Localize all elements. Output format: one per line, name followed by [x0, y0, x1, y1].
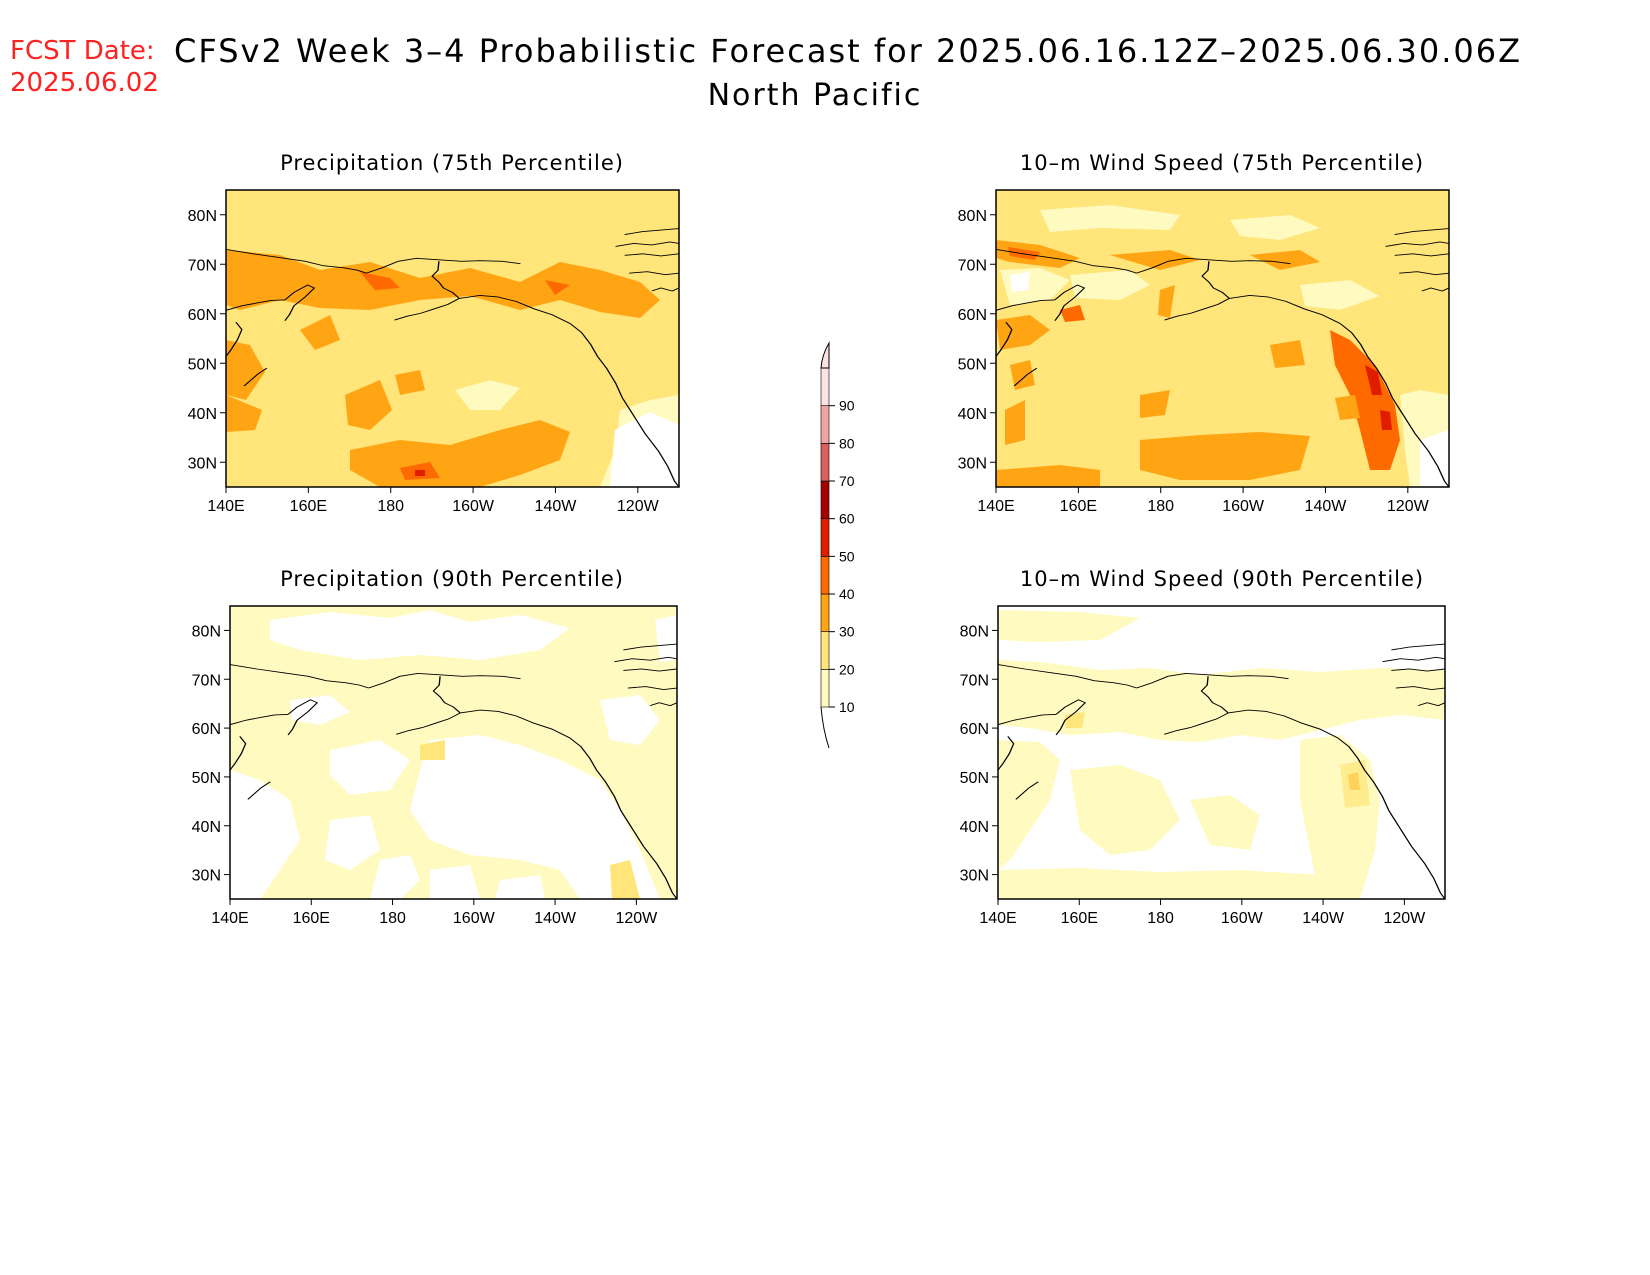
lon-label: 140E: [207, 498, 244, 515]
colorbar-label: 30: [839, 624, 855, 640]
colorbar-label: 40: [839, 586, 855, 602]
colorbar-label: 10: [839, 699, 855, 715]
colorbar-swatch: [820, 443, 830, 482]
lat-label: 80N: [958, 208, 987, 225]
lon-label: 160W: [453, 910, 496, 927]
colorbar-swatch: [820, 367, 830, 406]
lon-label: 140W: [1305, 498, 1348, 515]
lat-label: 30N: [192, 868, 221, 885]
lat-label: 80N: [192, 623, 221, 640]
lat-label: 60N: [960, 721, 989, 738]
lat-label: 80N: [960, 623, 989, 640]
lon-label: 120W: [1383, 910, 1426, 927]
lon-label: 140E: [979, 910, 1016, 927]
lon-label: 140W: [534, 910, 577, 927]
wind75-field: [996, 190, 1449, 487]
panel-wind-75: 10–m Wind Speed (75th Percentile): [995, 151, 1450, 488]
lon-label: 160W: [1222, 498, 1265, 515]
lat-label: 70N: [192, 672, 221, 689]
colorbar-label: 50: [839, 548, 855, 564]
panel-title: 10–m Wind Speed (90th Percentile): [1020, 567, 1424, 591]
lat-label: 50N: [960, 770, 989, 787]
colorbar-swatch: [820, 593, 830, 632]
colorbar-swatch: [820, 480, 830, 519]
lat-label: 80N: [188, 208, 217, 225]
lon-label: 160E: [290, 498, 327, 515]
lon-label: 160W: [452, 498, 495, 515]
colorbar-top-arrow: [820, 341, 830, 369]
lon-label: 180: [1147, 910, 1174, 927]
panel-title: 10–m Wind Speed (75th Percentile): [1020, 151, 1424, 175]
colorbar-swatches: [820, 367, 830, 708]
lon-label: 160E: [1061, 910, 1098, 927]
lon-label: 180: [377, 498, 404, 515]
lat-label: 60N: [192, 721, 221, 738]
panel-title: Precipitation (75th Percentile): [280, 151, 624, 175]
lon-label: 160E: [293, 910, 330, 927]
colorbar-label: 80: [839, 435, 855, 451]
precip90-field: [230, 606, 677, 899]
lat-label: 40N: [958, 406, 987, 423]
panel-precip-90: Precipitation (90th Percentile): [229, 567, 678, 900]
lat-label: 60N: [958, 307, 987, 324]
lat-label: 30N: [960, 868, 989, 885]
forecast-date-label: FCST Date:: [10, 36, 155, 66]
lat-label: 70N: [960, 672, 989, 689]
colorbar-bottom-arrow: [820, 706, 830, 749]
lon-label: 140W: [1302, 910, 1345, 927]
lat-label: 50N: [188, 356, 217, 373]
colorbar: 10 20 30 40 50 60 70 80 90: [820, 341, 855, 749]
lon-label: 160E: [1060, 498, 1097, 515]
colorbar-labels: 10 20 30 40 50 60 70 80 90: [829, 398, 855, 715]
lat-label: 50N: [192, 770, 221, 787]
colorbar-swatch: [820, 631, 830, 670]
colorbar-label: 90: [839, 398, 855, 414]
colorbar-swatch: [820, 405, 830, 444]
colorbar-label: 20: [839, 661, 855, 677]
lon-label: 180: [379, 910, 406, 927]
lat-label: 60N: [188, 307, 217, 324]
colorbar-swatch: [820, 518, 830, 557]
lat-label: 40N: [192, 819, 221, 836]
forecast-date-value: 2025.06.02: [10, 68, 159, 98]
lat-label: 30N: [188, 455, 217, 472]
lat-label: 50N: [958, 356, 987, 373]
colorbar-swatch: [820, 669, 830, 708]
lon-label: 140E: [977, 498, 1014, 515]
wind90-field: [998, 606, 1445, 899]
panel-precip-75: Precipitation (75th Percentile): [225, 151, 680, 488]
lon-label: 160W: [1221, 910, 1264, 927]
lon-label: 180: [1147, 498, 1174, 515]
map-axes: 140E 160E 180 160W 140W 120W 80N 70N 60N 50N 40N 30…: [188, 208, 1430, 927]
precip75-field: [226, 190, 679, 487]
panel-wind-90: 10–m Wind Speed (90th Percentile): [997, 567, 1446, 900]
colorbar-swatch: [820, 556, 830, 595]
region-subtitle: North Pacific: [707, 78, 923, 113]
lat-label: 70N: [958, 257, 987, 274]
page-title: CFSv2 Week 3–4 Probabilistic Forecast fo…: [174, 32, 1523, 70]
lon-label: 120W: [617, 498, 660, 515]
colorbar-label: 60: [839, 511, 855, 527]
colorbar-label: 70: [839, 473, 855, 489]
lon-label: 120W: [615, 910, 658, 927]
lat-label: 40N: [188, 406, 217, 423]
lon-label: 140E: [211, 910, 248, 927]
lat-label: 40N: [960, 819, 989, 836]
lat-label: 30N: [958, 455, 987, 472]
lon-label: 120W: [1387, 498, 1430, 515]
lat-label: 70N: [188, 257, 217, 274]
panel-title: Precipitation (90th Percentile): [280, 567, 624, 591]
lon-label: 140W: [535, 498, 578, 515]
